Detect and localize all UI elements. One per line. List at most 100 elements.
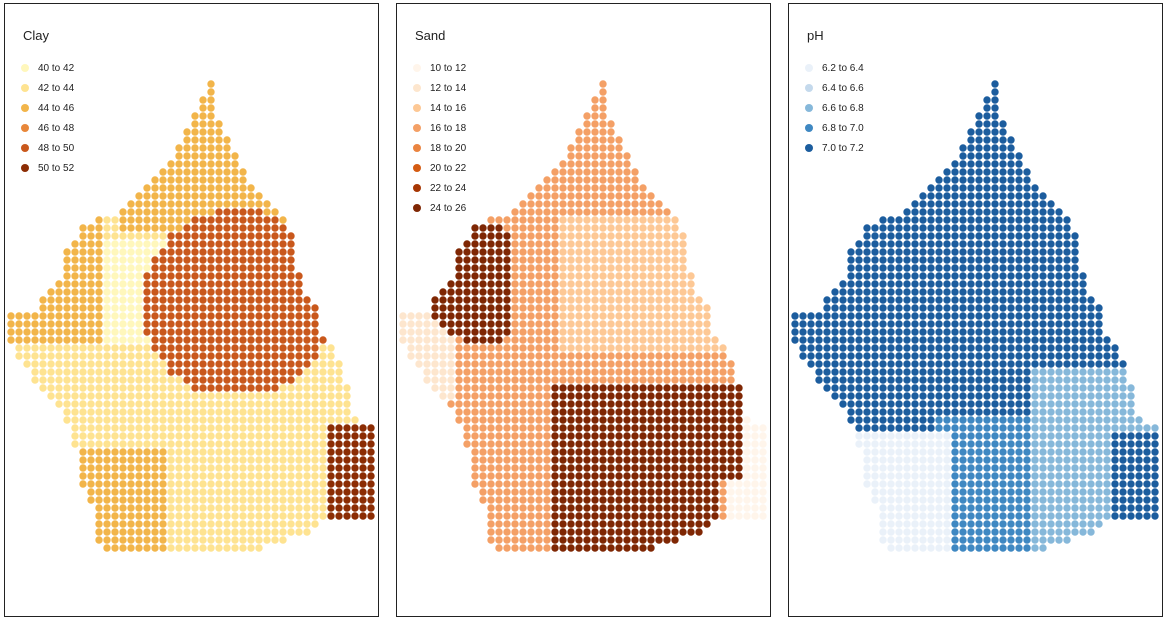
clay-map-point [63, 312, 71, 320]
sand-map-point [479, 424, 487, 432]
sand-map-point [559, 464, 567, 472]
sand-map-point [575, 224, 583, 232]
ph-map-point [1031, 424, 1039, 432]
sand-map-point [559, 392, 567, 400]
sand-legend-swatch [413, 104, 421, 112]
ph-map-point [1023, 192, 1031, 200]
ph-map-point [879, 344, 887, 352]
clay-map-point [151, 464, 159, 472]
clay-map-point [247, 400, 255, 408]
clay-map-point [23, 344, 31, 352]
clay-map-point [271, 344, 279, 352]
clay-map-point [87, 496, 95, 504]
clay-map-point [199, 136, 207, 144]
clay-map-point [143, 512, 151, 520]
ph-map-point [1055, 280, 1063, 288]
ph-map-point [1031, 360, 1039, 368]
sand-map-point [567, 320, 575, 328]
clay-map-point [119, 464, 127, 472]
ph-map-point [951, 336, 959, 344]
ph-map-point [943, 432, 951, 440]
sand-map-point [551, 184, 559, 192]
clay-map-point [95, 416, 103, 424]
clay-map-point [191, 128, 199, 136]
ph-map-point [1023, 400, 1031, 408]
sand-map-point [551, 344, 559, 352]
clay-map-point [111, 336, 119, 344]
ph-map-point [863, 432, 871, 440]
ph-map-point [1095, 376, 1103, 384]
ph-map-point [1119, 392, 1127, 400]
ph-map-point [1023, 288, 1031, 296]
clay-map-point [127, 480, 135, 488]
sand-map-point [631, 224, 639, 232]
clay-map-point [247, 232, 255, 240]
ph-map-point [863, 312, 871, 320]
clay-map-point [207, 176, 215, 184]
sand-map-point [607, 184, 615, 192]
sand-map-point [607, 256, 615, 264]
sand-map-point [655, 528, 663, 536]
ph-map-point [999, 344, 1007, 352]
ph-map-point [919, 488, 927, 496]
sand-map-point [695, 376, 703, 384]
ph-map-point [1135, 488, 1143, 496]
ph-map-point [1079, 320, 1087, 328]
clay-map-point [207, 424, 215, 432]
sand-map-point [455, 384, 463, 392]
ph-map-point [1031, 224, 1039, 232]
clay-map-point [143, 424, 151, 432]
clay-legend-swatch [21, 144, 29, 152]
clay-map-point [231, 360, 239, 368]
ph-map-point [887, 288, 895, 296]
sand-map-point [631, 400, 639, 408]
sand-map-point [487, 232, 495, 240]
ph-map-point [871, 264, 879, 272]
ph-map-point [975, 336, 983, 344]
clay-map-point [247, 448, 255, 456]
sand-map-point [567, 336, 575, 344]
sand-map-point [639, 488, 647, 496]
clay-map-point [103, 496, 111, 504]
sand-map-point [759, 432, 767, 440]
clay-map-point [239, 528, 247, 536]
sand-map-point [623, 312, 631, 320]
ph-map-point [1087, 368, 1095, 376]
sand-map-point [511, 208, 519, 216]
ph-map-point [967, 480, 975, 488]
clay-map-point [95, 248, 103, 256]
sand-map-point [599, 496, 607, 504]
sand-map-point [511, 528, 519, 536]
ph-map-point [1087, 336, 1095, 344]
sand-map-point [623, 528, 631, 536]
clay-map-point [135, 192, 143, 200]
clay-map-point [71, 280, 79, 288]
clay-map-point [327, 416, 335, 424]
clay-map-point [215, 344, 223, 352]
sand-map-point [679, 376, 687, 384]
sand-map-point [631, 432, 639, 440]
sand-map-point [471, 448, 479, 456]
ph-map-point [1015, 280, 1023, 288]
ph-map-point [1015, 368, 1023, 376]
sand-map-point [639, 376, 647, 384]
clay-map-point [39, 296, 47, 304]
clay-map-point [143, 416, 151, 424]
sand-map-point [647, 496, 655, 504]
clay-map-point [87, 256, 95, 264]
ph-map-point [999, 528, 1007, 536]
ph-map-point [927, 200, 935, 208]
ph-map-point [831, 320, 839, 328]
sand-map-point [511, 328, 519, 336]
clay-map-point [71, 392, 79, 400]
ph-map-point [935, 176, 943, 184]
sand-map-point [631, 472, 639, 480]
clay-map-point [239, 424, 247, 432]
sand-map-point [535, 280, 543, 288]
ph-map-point [1015, 424, 1023, 432]
clay-map-point [183, 200, 191, 208]
sand-map-point [695, 408, 703, 416]
sand-map-point [607, 128, 615, 136]
ph-map-point [887, 504, 895, 512]
ph-map-point [983, 376, 991, 384]
